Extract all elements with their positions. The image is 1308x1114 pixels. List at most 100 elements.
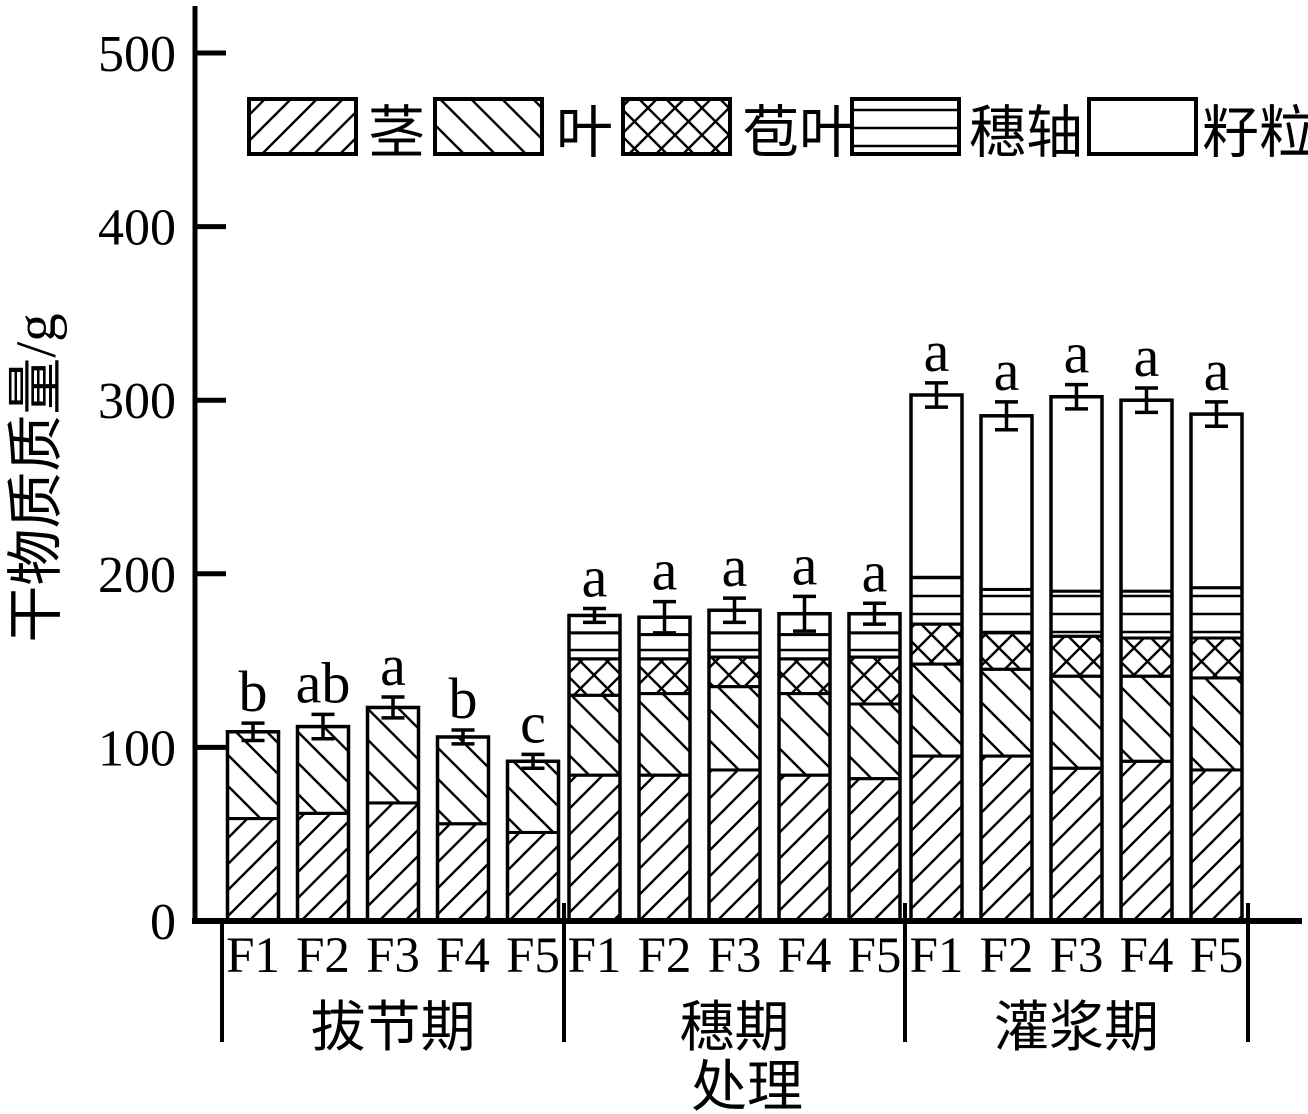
bar-segment-grain bbox=[1189, 412, 1244, 590]
significance-letter: a bbox=[1064, 321, 1090, 386]
significance-letter: b bbox=[239, 659, 268, 724]
bar-segment-cob bbox=[1049, 589, 1104, 638]
bar-segment-stem bbox=[637, 773, 692, 923]
bar-segment-leaf bbox=[436, 735, 490, 826]
bar-segment-cob bbox=[1189, 586, 1244, 640]
bar-segment-grain bbox=[1119, 398, 1174, 593]
bar-segment-bract bbox=[909, 622, 964, 666]
bar-segment-leaf bbox=[226, 730, 280, 821]
bar-segment-bract bbox=[979, 631, 1034, 671]
x-tick-label: F4 bbox=[1120, 928, 1174, 984]
legend-swatch-stem bbox=[247, 97, 358, 156]
legend-label-grain: 籽粒 bbox=[1202, 102, 1308, 165]
bar-segment-leaf bbox=[1049, 674, 1104, 770]
bar-segment-stem bbox=[296, 811, 350, 923]
significance-letter: a bbox=[722, 534, 748, 599]
x-tick-label: F3 bbox=[366, 928, 420, 984]
legend-swatch-bract bbox=[621, 97, 732, 156]
bar-segment-leaf bbox=[707, 685, 762, 772]
y-tick-label: 100 bbox=[98, 720, 176, 777]
legend-swatch-leaf bbox=[433, 97, 544, 156]
x-tick-label: F4 bbox=[436, 928, 490, 984]
bar-segment-grain bbox=[909, 393, 964, 579]
bar-segment-cob bbox=[567, 631, 622, 661]
x-tick-label: F2 bbox=[980, 928, 1034, 984]
bar-segment-stem bbox=[979, 754, 1034, 923]
bar-segment-cob bbox=[1119, 589, 1174, 640]
significance-letter: a bbox=[862, 539, 888, 604]
bar-segment-cob bbox=[637, 633, 692, 661]
y-tick-label: 400 bbox=[98, 200, 176, 257]
bar-segment-bract bbox=[847, 655, 902, 706]
bar-segment-leaf bbox=[847, 702, 902, 781]
bar-segment-leaf bbox=[909, 662, 964, 758]
bar-segment-cob bbox=[707, 631, 762, 659]
legend-label-bract: 苞叶 bbox=[742, 102, 856, 165]
bar-segment-leaf bbox=[366, 705, 420, 805]
bar-segment-bract bbox=[1049, 634, 1104, 678]
significance-letter: a bbox=[652, 538, 678, 603]
x-tick-label: F1 bbox=[910, 928, 964, 984]
x-tick-label: F3 bbox=[708, 928, 762, 984]
significance-letter: c bbox=[520, 690, 546, 755]
bar-segment-stem bbox=[909, 754, 964, 923]
bar-segment-stem bbox=[226, 817, 280, 923]
bar-segment-bract bbox=[777, 657, 832, 696]
x-tick-label: F5 bbox=[1190, 928, 1244, 984]
y-tick-label: 0 bbox=[150, 894, 176, 951]
bar-segment-cob bbox=[909, 575, 964, 626]
significance-letter: a bbox=[924, 319, 950, 384]
significance-letter: b bbox=[449, 666, 478, 731]
y-axis-title: 干物质质量/g bbox=[5, 313, 68, 642]
significance-letter: a bbox=[1134, 324, 1160, 389]
bar-segment-grain bbox=[1049, 395, 1104, 593]
bar-segment-leaf bbox=[979, 667, 1034, 758]
legend-swatch-cob bbox=[850, 97, 961, 156]
bar-segment-bract bbox=[567, 657, 622, 697]
bar-segment-stem bbox=[1049, 766, 1104, 923]
group-label: 灌浆期 bbox=[994, 997, 1159, 1058]
bar-segment-leaf bbox=[506, 759, 560, 834]
bar-segment-leaf bbox=[637, 692, 692, 777]
bar-segment-stem bbox=[567, 773, 622, 923]
x-tick-label: F5 bbox=[506, 928, 560, 984]
bar-segment-stem bbox=[436, 822, 490, 923]
bar-segment-stem bbox=[1189, 768, 1244, 923]
bar-segment-bract bbox=[637, 657, 692, 696]
bar-segment-bract bbox=[707, 655, 762, 689]
bar-segment-leaf bbox=[1119, 674, 1174, 763]
x-tick-label: F1 bbox=[568, 928, 622, 984]
legend-label-stem: 茎 bbox=[368, 102, 425, 165]
bar-segment-stem bbox=[707, 768, 762, 923]
bar-segment-grain bbox=[979, 414, 1034, 591]
x-tick-label: F2 bbox=[296, 928, 350, 984]
x-tick-label: F1 bbox=[226, 928, 280, 984]
bar-segment-stem bbox=[506, 830, 560, 923]
bar-segment-stem bbox=[366, 801, 420, 923]
bar-segment-cob bbox=[979, 587, 1034, 635]
x-tick-label: F3 bbox=[1050, 928, 1104, 984]
group-label: 拔节期 bbox=[310, 997, 475, 1058]
x-axis-title: 处理 bbox=[691, 1057, 803, 1114]
bar-segment-stem bbox=[777, 773, 832, 923]
significance-letter: a bbox=[380, 633, 406, 698]
y-tick-label: 300 bbox=[98, 373, 176, 430]
bar-segment-bract bbox=[1189, 636, 1244, 680]
bar-segment-bract bbox=[1119, 636, 1174, 678]
x-tick-label: F5 bbox=[848, 928, 902, 984]
bar-segment-stem bbox=[1119, 759, 1174, 923]
y-tick-label: 200 bbox=[98, 547, 176, 604]
bar-segment-leaf bbox=[567, 693, 622, 777]
bar-segment-cob bbox=[847, 631, 902, 659]
group-label: 穗期 bbox=[679, 997, 789, 1058]
legend-label-cob: 穗轴 bbox=[969, 102, 1083, 165]
legend-label-leaf: 叶 bbox=[556, 102, 613, 165]
significance-letter: a bbox=[994, 338, 1020, 403]
x-tick-label: F4 bbox=[778, 928, 832, 984]
significance-letter: a bbox=[1204, 338, 1230, 403]
significance-letter: ab bbox=[296, 650, 351, 715]
legend-swatch-grain bbox=[1087, 97, 1198, 156]
bar-segment-cob bbox=[777, 633, 832, 661]
